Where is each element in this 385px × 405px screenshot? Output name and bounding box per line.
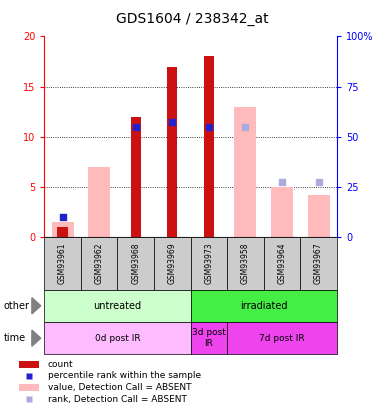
Bar <box>19 361 39 367</box>
Point <box>206 124 212 130</box>
Bar <box>131 117 141 237</box>
Bar <box>227 237 264 290</box>
Point <box>59 214 65 220</box>
Text: rank, Detection Call = ABSENT: rank, Detection Call = ABSENT <box>48 395 187 404</box>
Bar <box>44 290 191 322</box>
Bar <box>167 66 177 237</box>
Text: GSM93964: GSM93964 <box>278 243 286 284</box>
Point <box>132 124 139 130</box>
Bar <box>88 167 110 237</box>
Point <box>279 179 285 185</box>
Text: GDS1604 / 238342_at: GDS1604 / 238342_at <box>116 12 269 26</box>
Text: 7d post IR: 7d post IR <box>259 334 305 343</box>
Text: other: other <box>4 301 30 311</box>
Point <box>316 179 322 185</box>
Text: 3d post
IR: 3d post IR <box>192 328 226 348</box>
Point <box>169 118 176 125</box>
Bar <box>271 187 293 237</box>
Text: irradiated: irradiated <box>240 301 288 311</box>
Bar <box>81 237 117 290</box>
Text: untreated: untreated <box>94 301 142 311</box>
Bar <box>234 107 256 237</box>
Bar <box>44 322 191 354</box>
Text: 0d post IR: 0d post IR <box>95 334 140 343</box>
Bar <box>57 227 68 237</box>
Bar <box>191 290 337 322</box>
Bar <box>204 56 214 237</box>
Text: GSM93958: GSM93958 <box>241 243 250 284</box>
Text: percentile rank within the sample: percentile rank within the sample <box>48 371 201 380</box>
Text: GSM93961: GSM93961 <box>58 243 67 284</box>
Bar <box>154 237 191 290</box>
Bar <box>19 384 39 391</box>
Text: value, Detection Call = ABSENT: value, Detection Call = ABSENT <box>48 383 191 392</box>
Polygon shape <box>32 330 41 346</box>
Text: count: count <box>48 360 74 369</box>
Bar <box>227 322 337 354</box>
Text: GSM93962: GSM93962 <box>95 243 104 284</box>
Text: GSM93968: GSM93968 <box>131 243 140 284</box>
Bar <box>191 322 227 354</box>
Text: GSM93969: GSM93969 <box>168 243 177 284</box>
Text: GSM93973: GSM93973 <box>204 243 213 284</box>
Bar <box>191 237 227 290</box>
Text: GSM93967: GSM93967 <box>314 243 323 284</box>
Bar <box>308 195 330 237</box>
Point <box>243 124 249 130</box>
Text: time: time <box>4 333 26 343</box>
Polygon shape <box>32 298 41 314</box>
Bar <box>117 237 154 290</box>
Bar <box>300 237 337 290</box>
Bar <box>264 237 300 290</box>
Bar <box>52 222 74 237</box>
Bar <box>44 237 81 290</box>
